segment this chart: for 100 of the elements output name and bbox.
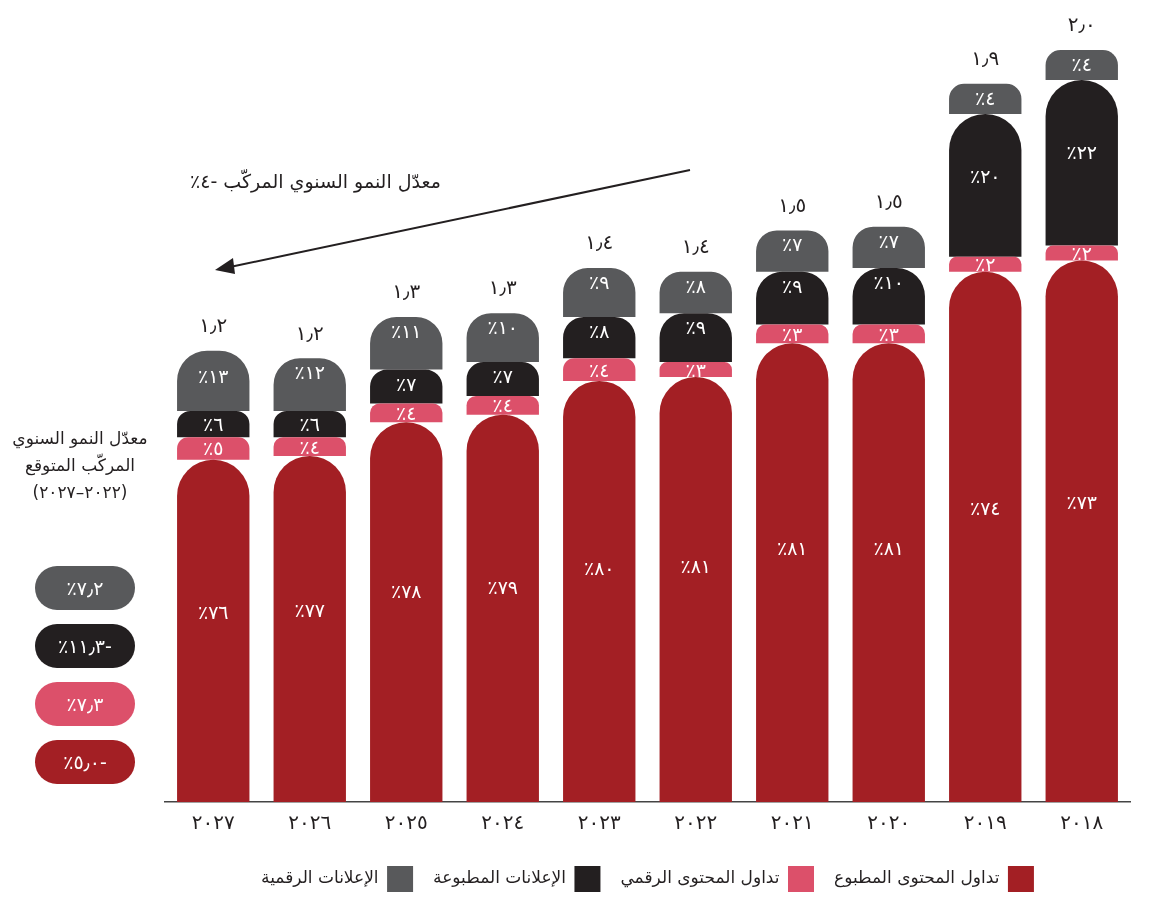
x-tick-label: ٢٠٢١	[770, 810, 814, 835]
text: ٪٧٫٢	[35, 566, 135, 610]
bar	[273, 456, 346, 802]
annotation: ٪٨	[685, 274, 706, 297]
bar	[177, 410, 250, 438]
bar	[563, 316, 636, 359]
total-label: ١٫٥	[874, 188, 903, 213]
bar	[852, 226, 925, 269]
bar	[756, 324, 829, 344]
annotation: ٪٤	[975, 86, 996, 109]
bar	[949, 256, 1022, 272]
annotation: ٪١٠	[487, 316, 519, 339]
annotation: ٪٤	[396, 401, 417, 424]
legend-label: تداول المحتوى الرقمي	[620, 867, 780, 889]
x-tick-label: ٢٠١٨	[1060, 810, 1104, 835]
total-label: ١٫٤	[681, 234, 710, 259]
annotation: ٪٤	[589, 358, 610, 381]
bar	[273, 410, 346, 438]
total-label: ١٫٣	[488, 275, 517, 300]
annotation: ٪٨١	[776, 536, 808, 559]
annotation: ٪٥	[203, 437, 224, 460]
annotation: ٪١١	[390, 319, 422, 342]
total-label: ٢٫٠	[1067, 12, 1096, 37]
x-tick-label: ٢٠٢٣	[577, 810, 621, 835]
x-tick-label: ٢٠٢٥	[384, 810, 428, 835]
annotation: ٪٧٨	[390, 580, 422, 603]
annotation: ٪٧	[782, 233, 803, 256]
annotation: ٪٧٤	[969, 497, 1001, 520]
bar	[466, 414, 539, 802]
total-label: ١٫٤	[585, 230, 614, 255]
annotation: ٪٩	[685, 316, 706, 339]
annotation: ٪٧	[396, 372, 417, 395]
annotation: ٪٣	[685, 358, 706, 381]
annotation: ٪٨١	[873, 536, 905, 559]
annotation: ٪٤	[492, 394, 513, 417]
bar	[563, 358, 636, 381]
annotation: ٪٦	[203, 413, 224, 436]
total-label: ١٫٩	[971, 46, 1000, 71]
text: ٪١١٫٣-	[35, 624, 135, 668]
annotation: ٪٨١	[680, 555, 712, 578]
annotation: ٪٩	[782, 274, 803, 297]
bar	[949, 113, 1022, 257]
annotation: ٪٢	[1071, 241, 1092, 264]
total-label: ١٫٣	[392, 279, 421, 304]
bar	[756, 343, 829, 802]
bar	[1045, 50, 1118, 81]
x-tick-label: ٢٠٢٤	[481, 810, 525, 835]
bar	[370, 369, 443, 404]
bar	[563, 380, 636, 802]
total-label: ١٫٢	[295, 320, 324, 345]
annotation: ٪٤	[1071, 52, 1092, 75]
bar	[949, 83, 1022, 114]
annotation: ٪٧٣	[1066, 491, 1098, 514]
text: معدّل النمو السنوي المركّب المتوقع (٢٠٢٢–٢٠٢٧)	[11, 427, 149, 505]
bar	[177, 459, 250, 802]
annotation: ٪٧	[492, 365, 513, 388]
x-tick-label: ٢٠٢٦	[288, 810, 332, 835]
bar	[1045, 260, 1118, 802]
bar	[949, 271, 1022, 802]
bar	[273, 437, 346, 457]
annotation: ٪٧٩	[487, 575, 519, 598]
legend-label: الإعلانات الرقمية	[261, 867, 379, 888]
bar	[466, 395, 539, 415]
bar	[756, 230, 829, 272]
annotation: ٪١٢	[294, 361, 326, 384]
annotation: ٪٧٦	[197, 600, 229, 623]
bar	[370, 403, 443, 423]
annotation: ٪٢٠	[969, 165, 1001, 188]
annotation: ٪٣	[878, 322, 899, 345]
x-tick-label: ٢٠٢٠	[867, 810, 911, 835]
annotation: ٪٣	[782, 322, 803, 345]
x-tick-label: ٢٠٢٧	[191, 810, 235, 835]
bar	[177, 437, 250, 460]
bar	[466, 362, 539, 396]
annotation: معدّل النمو السنوي المركّب -٤٪	[190, 170, 442, 192]
annotation: ٪٤	[299, 435, 320, 458]
annotation: ٪١٣	[197, 364, 229, 387]
annotation: ٪٧	[878, 229, 899, 252]
bar	[659, 377, 732, 802]
bar	[659, 271, 732, 314]
annotation: ٪٢٢	[1066, 141, 1098, 164]
text: ٪٥٫٠-	[35, 740, 135, 784]
x-tick-label: ٢٠١٩	[963, 810, 1007, 835]
x-tick-label: ٢٠٢٢	[674, 810, 718, 835]
annotation: ٪١٠	[873, 271, 905, 294]
total-label: ١٫٢	[199, 313, 228, 337]
annotation: ٪٨٠	[583, 557, 615, 580]
legend-label: الإعلانات المطبوعة	[433, 867, 566, 888]
legend-label: تداول المحتوى المطبوع	[834, 867, 1000, 889]
annotation: ٪٦	[299, 413, 320, 436]
annotation: ٪٩	[589, 271, 610, 294]
bar	[852, 343, 925, 802]
annotation: ٪٨	[589, 319, 610, 342]
bar	[1045, 80, 1118, 246]
annotation: ٪٢	[975, 253, 996, 276]
text: ٪٧٫٣	[35, 682, 135, 726]
bar	[370, 422, 443, 802]
annotation: ٪٧٧	[294, 598, 326, 621]
bar	[852, 324, 925, 344]
total-label: ١٫٥	[778, 192, 807, 217]
